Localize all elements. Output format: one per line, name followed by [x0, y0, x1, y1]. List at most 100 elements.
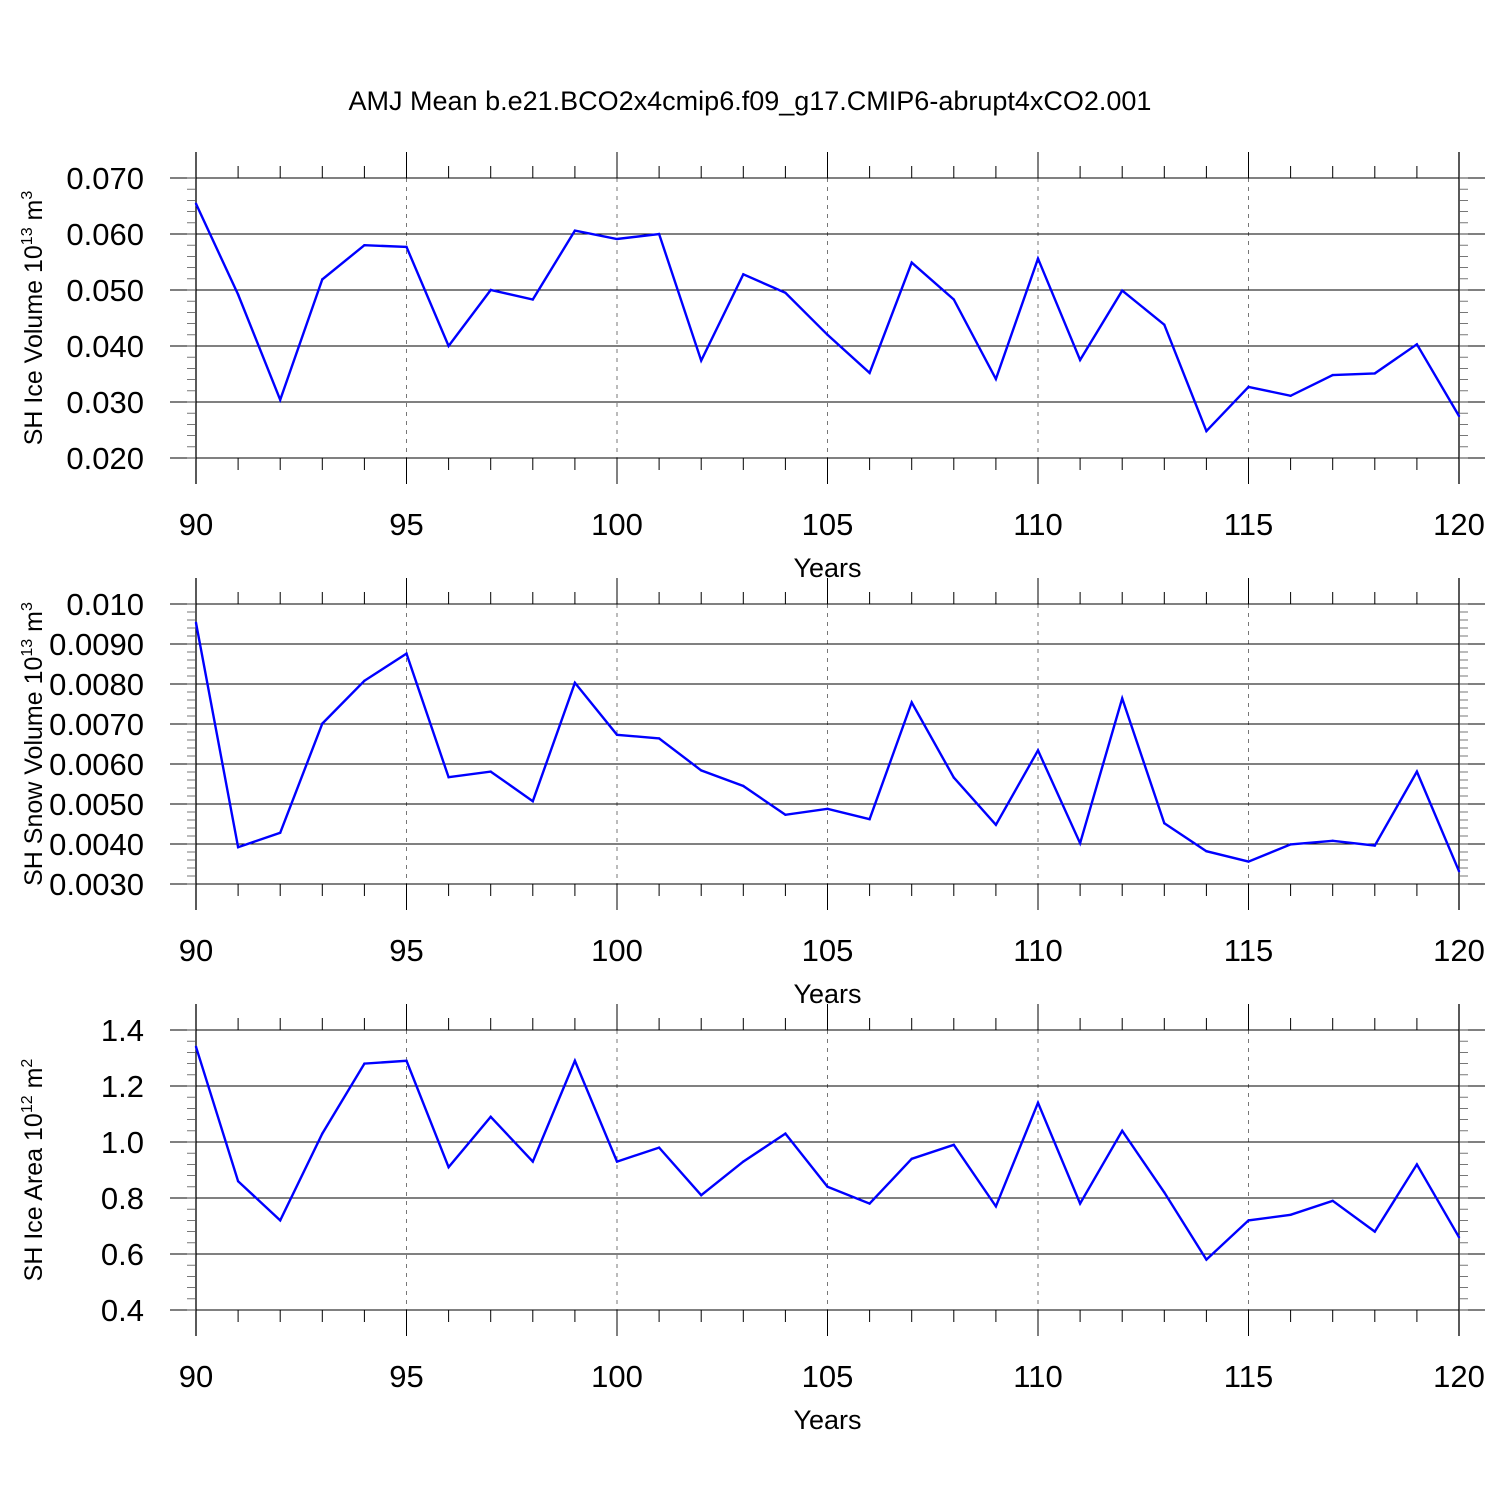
- data-point: [1078, 842, 1082, 845]
- data-point: [531, 298, 534, 301]
- x-tick-label: 100: [591, 1359, 643, 1394]
- data-point: [910, 701, 913, 704]
- y-axis-label: SH Snow Volume 1013 m3: [19, 602, 48, 886]
- data-point: [1163, 323, 1166, 326]
- y-tick-label: 0.0050: [49, 787, 144, 822]
- data-point: [1373, 372, 1377, 375]
- data-point: [1163, 1191, 1166, 1194]
- data-point: [194, 621, 198, 624]
- data-point: [742, 784, 745, 788]
- data-point: [489, 770, 492, 773]
- data-point: [1373, 844, 1377, 847]
- data-point: [489, 1115, 492, 1119]
- data-point: [1331, 1199, 1334, 1203]
- data-point: [826, 333, 829, 336]
- data-point: [279, 831, 282, 834]
- x-tick-label: 110: [1013, 933, 1062, 968]
- data-point: [1078, 358, 1082, 362]
- data-point: [868, 371, 871, 375]
- y-tick-label: 0.0030: [49, 867, 144, 902]
- data-point: [868, 818, 871, 821]
- data-point: [615, 237, 619, 241]
- x-tick-label: 120: [1433, 1359, 1485, 1394]
- y-tick-label: 0.050: [66, 273, 144, 308]
- y-tick-label: 1.0: [101, 1125, 144, 1160]
- data-point: [1247, 385, 1250, 389]
- data-point: [1457, 1236, 1461, 1239]
- data-point: [700, 1194, 703, 1197]
- data-point: [405, 652, 408, 655]
- data-point: [489, 288, 492, 292]
- data-point: [236, 1180, 240, 1183]
- data-point: [279, 1219, 282, 1222]
- data-point: [1457, 414, 1461, 418]
- x-tick-label: 95: [389, 933, 423, 968]
- x-tick-label: 105: [802, 507, 854, 542]
- x-tick-label: 115: [1224, 1359, 1273, 1394]
- y-tick-label: 0.010: [66, 587, 144, 622]
- data-point: [994, 823, 998, 826]
- y-tick-label: 0.0070: [49, 707, 144, 742]
- data-point: [194, 1045, 198, 1049]
- data-point: [1289, 394, 1292, 398]
- data-point: [952, 776, 955, 779]
- data-point: [1247, 860, 1250, 863]
- x-tick-label: 90: [179, 933, 213, 968]
- panel-1: 0.020 0.030 0.040 0.050 0.060 0.070 90 95 100 105…: [19, 152, 1485, 583]
- y-tick-label: 0.8: [101, 1181, 144, 1216]
- data-point: [826, 807, 829, 810]
- y-axis-label: SH Ice Area 1012 m2: [19, 1059, 48, 1282]
- data-point: [994, 377, 998, 381]
- data-point: [363, 679, 366, 682]
- data-point: [194, 202, 198, 205]
- data-point: [868, 1202, 871, 1205]
- data-point: [321, 1132, 324, 1135]
- data-point: [1331, 373, 1334, 377]
- y-tick-label: 1.2: [101, 1069, 144, 1104]
- data-point: [700, 769, 703, 772]
- data-point: [279, 398, 282, 401]
- data-point: [321, 278, 324, 281]
- data-point: [1457, 870, 1461, 873]
- data-point: [1415, 770, 1419, 773]
- y-tick-label: 0.0090: [49, 627, 144, 662]
- data-point: [447, 776, 450, 779]
- data-point: [657, 232, 661, 236]
- data-point: [657, 1146, 661, 1149]
- data-point: [1163, 822, 1166, 825]
- data-point: [952, 1143, 955, 1147]
- data-point: [1036, 1101, 1040, 1105]
- x-tick-label: 120: [1433, 507, 1485, 542]
- data-point: [321, 722, 324, 725]
- data-point: [573, 1059, 577, 1063]
- data-point: [784, 813, 787, 816]
- x-tick-label: 95: [389, 1359, 423, 1394]
- data-point: [1036, 257, 1040, 260]
- data-point: [1205, 850, 1208, 853]
- data-point: [573, 229, 577, 232]
- x-tick-label: 95: [389, 507, 423, 542]
- x-tick-label: 110: [1013, 1359, 1062, 1394]
- data-point: [405, 245, 408, 249]
- data-point: [236, 293, 240, 296]
- y-tick-label: 0.020: [66, 441, 144, 476]
- data-point: [1373, 1230, 1377, 1233]
- panel-3: 0.4 0.6 0.8 1.0 1.2 1.4 90 95 100 105 110 115 120 Yea…: [19, 1004, 1485, 1435]
- data-point: [700, 359, 703, 362]
- data-point: [1205, 1258, 1208, 1261]
- x-axis-label: Years: [793, 1405, 861, 1435]
- data-point: [952, 298, 955, 301]
- x-tick-label: 115: [1224, 507, 1273, 542]
- data-point: [1331, 839, 1334, 842]
- data-point: [742, 1160, 745, 1163]
- x-tick-label: 90: [179, 507, 213, 542]
- x-tick-label: 110: [1013, 507, 1062, 542]
- y-tick-label: 0.0060: [49, 747, 144, 782]
- data-point: [1121, 697, 1124, 700]
- data-point: [405, 1059, 408, 1063]
- data-point: [1289, 843, 1292, 846]
- y-tick-label: 0.070: [66, 161, 144, 196]
- x-tick-label: 115: [1224, 933, 1273, 968]
